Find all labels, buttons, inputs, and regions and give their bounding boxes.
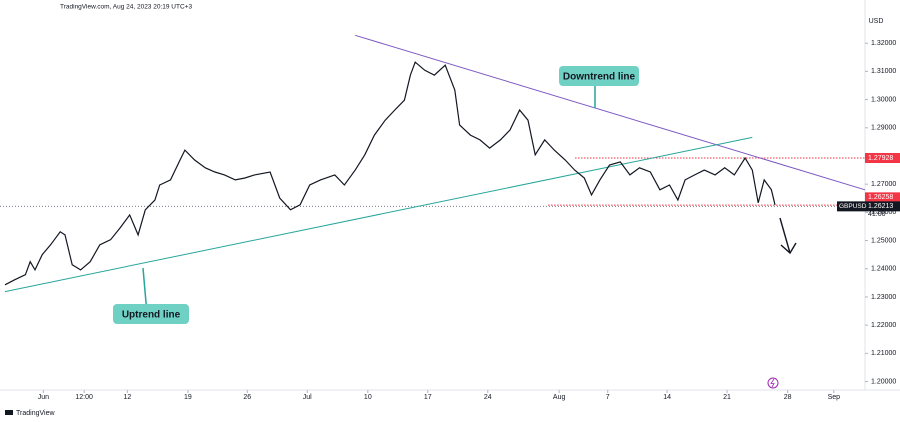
level-tag: 1.27928 bbox=[868, 155, 893, 162]
x-tick-label: 28 bbox=[784, 394, 792, 401]
x-tick-label: 21 bbox=[723, 394, 731, 401]
x-tick-label: 12:00 bbox=[75, 394, 93, 401]
annotation-text: Uptrend line bbox=[122, 310, 181, 321]
level-tag: 1.26258 bbox=[868, 194, 893, 201]
level-tag-box bbox=[865, 153, 900, 164]
trendline bbox=[355, 34, 866, 191]
last-price-tag: 1.26213 bbox=[868, 203, 893, 210]
annotation-text: Downtrend line bbox=[563, 72, 636, 83]
y-tick-label: 1.22000 bbox=[871, 322, 896, 329]
countdown: 41:00 bbox=[868, 211, 886, 218]
x-tick-label: 24 bbox=[484, 394, 492, 401]
x-tick-label: 7 bbox=[606, 394, 610, 401]
y-tick-label: 1.27000 bbox=[871, 181, 896, 188]
y-tick-label: 1.21000 bbox=[871, 350, 896, 357]
header: TradingView.com, Aug 24, 2023 20:19 UTC+… bbox=[60, 4, 192, 11]
symbol-tag-box bbox=[837, 201, 865, 212]
y-tick-label: 1.24000 bbox=[871, 266, 896, 273]
x-tick-label: 10 bbox=[364, 394, 372, 401]
x-tick-label: 17 bbox=[424, 394, 432, 401]
y-tick-label: 1.32000 bbox=[871, 40, 896, 47]
currency: USD bbox=[869, 18, 884, 25]
x-tick-label: Aug bbox=[553, 394, 566, 401]
y-tick-label: 1.25000 bbox=[871, 237, 896, 244]
x-tick-label: Sep bbox=[828, 394, 841, 401]
x-tick-label: 14 bbox=[663, 394, 671, 401]
x-tick-label: 26 bbox=[243, 394, 251, 401]
y-tick-label: 1.29000 bbox=[871, 125, 896, 132]
brand-text: TradingView bbox=[16, 410, 55, 417]
x-tick-label: Jun bbox=[38, 394, 49, 401]
y-tick-label: 1.26000 bbox=[871, 209, 896, 216]
y-tick-label: 1.20000 bbox=[871, 378, 896, 385]
price-line bbox=[4, 61, 776, 286]
annotation-box bbox=[559, 66, 639, 86]
y-tick-label: 1.31000 bbox=[871, 68, 896, 75]
trendline bbox=[4, 136, 753, 293]
symbol-tag: GBPUSD bbox=[839, 203, 867, 210]
y-tick-label: 1.23000 bbox=[871, 294, 896, 301]
x-tick-label: Jul bbox=[303, 394, 312, 401]
brand: TradingView bbox=[5, 410, 55, 417]
arrow-down bbox=[779, 217, 797, 255]
event-icon bbox=[767, 377, 779, 389]
y-tick-label: 1.30000 bbox=[871, 96, 896, 103]
x-tick-label: 19 bbox=[184, 394, 192, 401]
annotation-box bbox=[113, 304, 189, 324]
x-tick-label: 12 bbox=[123, 394, 131, 401]
level-tag-box bbox=[865, 192, 900, 203]
last-price-tag-box bbox=[865, 201, 900, 212]
